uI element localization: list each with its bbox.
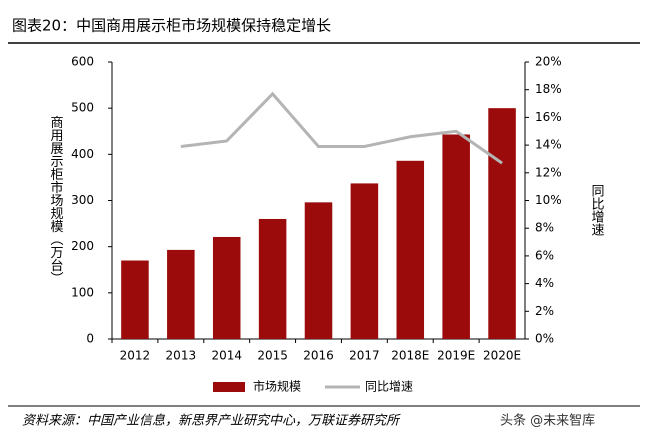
x-tick-label: 2017 — [349, 349, 380, 363]
y2-axis-title: 同比增速 — [589, 184, 605, 236]
x-tick-label: 2020E — [483, 349, 521, 363]
y2-tick-label: 16% — [535, 110, 562, 124]
bar — [396, 160, 425, 339]
y-tick-label: 600 — [71, 55, 94, 69]
bar — [121, 260, 149, 339]
y-tick-label: 100 — [71, 285, 94, 299]
bar — [488, 108, 516, 340]
source: 资料来源：中国产业信息，新思界产业研究中心，万联证券研究所 — [22, 413, 401, 429]
bar — [258, 218, 287, 339]
y2-tick-label: 10% — [535, 193, 562, 207]
legend-label: 市场规模 — [253, 379, 301, 394]
x-tick-label: 2014 — [211, 349, 242, 363]
x-tick-label: 2016 — [303, 349, 334, 363]
y2-tick-label: 8% — [535, 221, 554, 235]
x-tick-label: 2018E — [391, 349, 429, 363]
x-tick-label: 2013 — [166, 349, 197, 363]
y2-tick-label: 0% — [535, 332, 554, 346]
bar — [442, 134, 470, 339]
legend-label: 同比增速 — [365, 380, 413, 394]
x-tick-label: 2015 — [257, 349, 288, 363]
y-tick-label: 300 — [71, 193, 94, 207]
bar — [167, 249, 195, 339]
y-axis-title: 商用展示柜市场规模（万台） — [48, 116, 64, 285]
bar — [212, 236, 241, 339]
x-tick-label: 2019E — [437, 349, 475, 363]
y-tick-label: 500 — [71, 101, 94, 115]
bar — [304, 202, 333, 339]
y2-tick-label: 20% — [535, 55, 562, 69]
y2-tick-label: 4% — [535, 276, 554, 290]
y-tick-label: 0 — [86, 332, 94, 346]
y2-tick-label: 6% — [535, 248, 554, 262]
line-series — [180, 91, 503, 165]
legend-swatch — [213, 382, 245, 392]
x-tick-label: 2012 — [120, 349, 151, 363]
y2-tick-label: 18% — [535, 82, 562, 96]
y2-tick-label: 12% — [535, 165, 562, 179]
y2-tick-label: 2% — [535, 304, 554, 318]
y2-tick-label: 14% — [535, 138, 562, 152]
chart-title: 图表20：中国商用展示柜市场规模保持稳定增长 — [12, 17, 331, 35]
y-tick-label: 400 — [71, 147, 94, 161]
watermark: 头条 @未来智库 — [500, 413, 595, 429]
bar — [350, 183, 379, 339]
y-tick-label: 200 — [71, 239, 94, 253]
